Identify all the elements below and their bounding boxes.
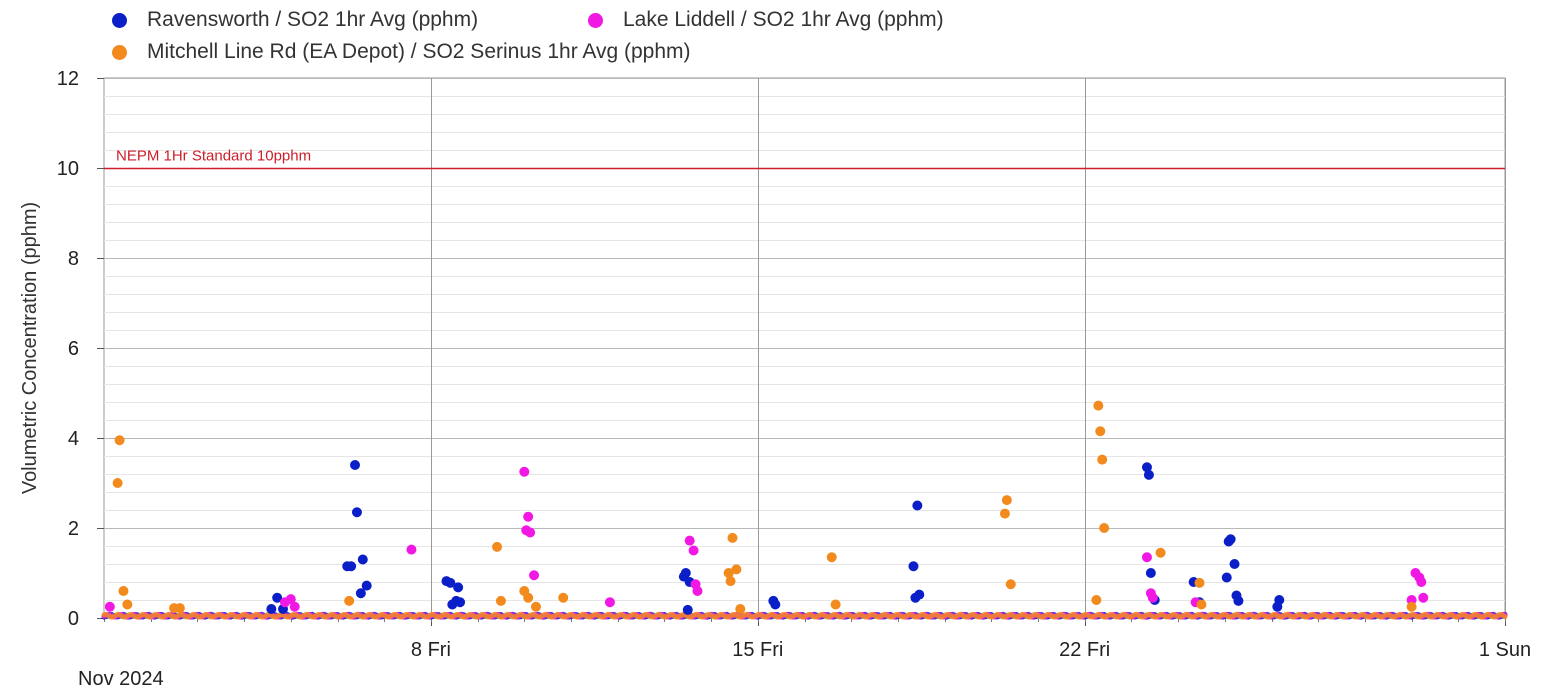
data-point-series-1: [529, 570, 540, 581]
y-tick-label: 8: [68, 248, 79, 270]
legend-marker-lake-liddell: [588, 12, 603, 28]
data-point-series-0: [346, 561, 357, 572]
y-tick-label: 12: [57, 68, 79, 90]
y-tick-label: 2: [68, 518, 79, 540]
data-point-series-2: [999, 508, 1010, 519]
data-point-series-0: [1221, 572, 1232, 583]
data-point-series-0: [350, 460, 361, 470]
data-point-series-1: [289, 601, 300, 612]
data-point-series-2: [530, 601, 541, 612]
legend-marker-mitchell-line-rd: [112, 44, 127, 60]
legend-item-lake-liddell[interactable]: Lake Liddell / SO2 1hr Avg (pphm): [588, 8, 944, 32]
data-point-series-1: [1147, 592, 1158, 603]
data-point-series-2: [1095, 426, 1106, 437]
data-point-series-2: [735, 604, 746, 614]
y-axis-title: Volumetric Concentration (pphm): [19, 202, 41, 494]
x-tick-label: 15 Fri: [732, 639, 783, 661]
x-tick-label: 8 Fri: [411, 639, 451, 661]
legend-label-ravensworth: Ravensworth / SO2 1hr Avg (pphm): [147, 8, 479, 31]
data-point-series-2: [1005, 579, 1016, 590]
data-point-series-2: [495, 595, 506, 606]
data-point-series-2: [723, 568, 734, 578]
data-point-series-2: [1194, 577, 1205, 588]
legend-item-ravensworth[interactable]: Ravensworth / SO2 1hr Avg (pphm): [112, 8, 478, 32]
data-point-series-1: [285, 594, 296, 605]
data-point-series-0: [455, 597, 466, 608]
data-point-series-2: [1155, 547, 1166, 558]
data-point-series-2: [558, 592, 569, 603]
data-point-series-1: [1141, 552, 1152, 563]
y-tick-label: 4: [68, 428, 79, 450]
legend-item-mitchell-line-rd[interactable]: Mitchell Line Rd (EA Depot) / SO2 Serinu…: [112, 40, 691, 64]
data-point-series-0: [453, 582, 464, 593]
data-point-series-1: [104, 601, 115, 612]
legend-label-lake-liddell: Lake Liddell / SO2 1hr Avg (pphm): [623, 8, 944, 31]
x-tick-label: 1 Sun: [1479, 639, 1531, 661]
data-point-series-2: [830, 599, 841, 610]
data-point-series-0: [1233, 595, 1244, 606]
data-point-series-0: [361, 580, 372, 591]
data-point-series-1: [604, 597, 615, 608]
data-point-series-2: [826, 552, 837, 563]
y-tick-label: 0: [68, 608, 79, 630]
data-point-series-1: [519, 466, 530, 477]
data-point-series-0: [1141, 462, 1152, 473]
data-point-series-0: [912, 500, 923, 511]
data-point-series-0: [680, 568, 691, 578]
data-point-series-2: [114, 435, 125, 446]
data-point-series-2: [1091, 595, 1102, 605]
data-point-series-0: [1225, 534, 1236, 545]
reference-line-label: NEPM 1Hr Standard 10pphm: [116, 148, 311, 165]
data-point-series-0: [351, 507, 362, 518]
data-point-series-2: [1406, 601, 1417, 612]
data-point-series-0: [1229, 559, 1240, 569]
data-point-series-2: [725, 576, 736, 587]
y-tick-label: 6: [68, 338, 79, 360]
data-point-series-2: [731, 564, 742, 575]
data-point-series-1: [406, 544, 417, 555]
data-point-series-0: [445, 577, 456, 588]
data-point-series-0: [1143, 469, 1154, 480]
data-point-series-2: [1097, 454, 1108, 465]
data-point-series-0: [272, 592, 283, 603]
data-point-series-1: [1418, 592, 1429, 603]
y-tick-label: 10: [57, 158, 79, 180]
data-point-series-1: [688, 545, 699, 556]
data-point-series-0: [770, 599, 781, 610]
x-axis-period-label: Nov 2024: [78, 668, 164, 690]
legend-marker-ravensworth: [112, 12, 127, 28]
data-point-series-0: [914, 589, 925, 600]
series-baseline-2: [101, 611, 1508, 620]
data-point-series-1: [1416, 577, 1427, 587]
data-point-series-2: [1196, 599, 1207, 610]
data-point-series-1: [684, 535, 695, 546]
data-point-series-2: [1001, 495, 1012, 506]
data-point-series-2: [492, 541, 503, 552]
data-point-series-0: [682, 604, 693, 615]
legend-label-mitchell-line-rd: Mitchell Line Rd (EA Depot) / SO2 Serinu…: [147, 40, 691, 63]
data-point-series-2: [118, 586, 129, 596]
data-point-series-0: [355, 588, 366, 599]
data-point-series-2: [122, 599, 133, 610]
data-point-series-2: [1093, 400, 1104, 411]
data-point-series-2: [1099, 523, 1110, 533]
data-point-series-2: [174, 603, 185, 614]
data-point-series-2: [112, 478, 123, 488]
data-point-series-0: [908, 561, 919, 572]
data-point-series-0: [357, 554, 368, 565]
data-point-series-1: [523, 511, 534, 522]
x-tick-label: 22 Fri: [1059, 639, 1110, 661]
data-point-series-0: [1145, 568, 1156, 578]
data-point-series-2: [727, 532, 738, 543]
data-point-series-2: [344, 595, 355, 606]
data-point-series-2: [523, 592, 534, 603]
data-point-series-0: [1272, 601, 1283, 612]
data-point-series-0: [266, 604, 277, 614]
data-point-series-1: [525, 527, 536, 538]
data-point-series-1: [692, 586, 703, 596]
